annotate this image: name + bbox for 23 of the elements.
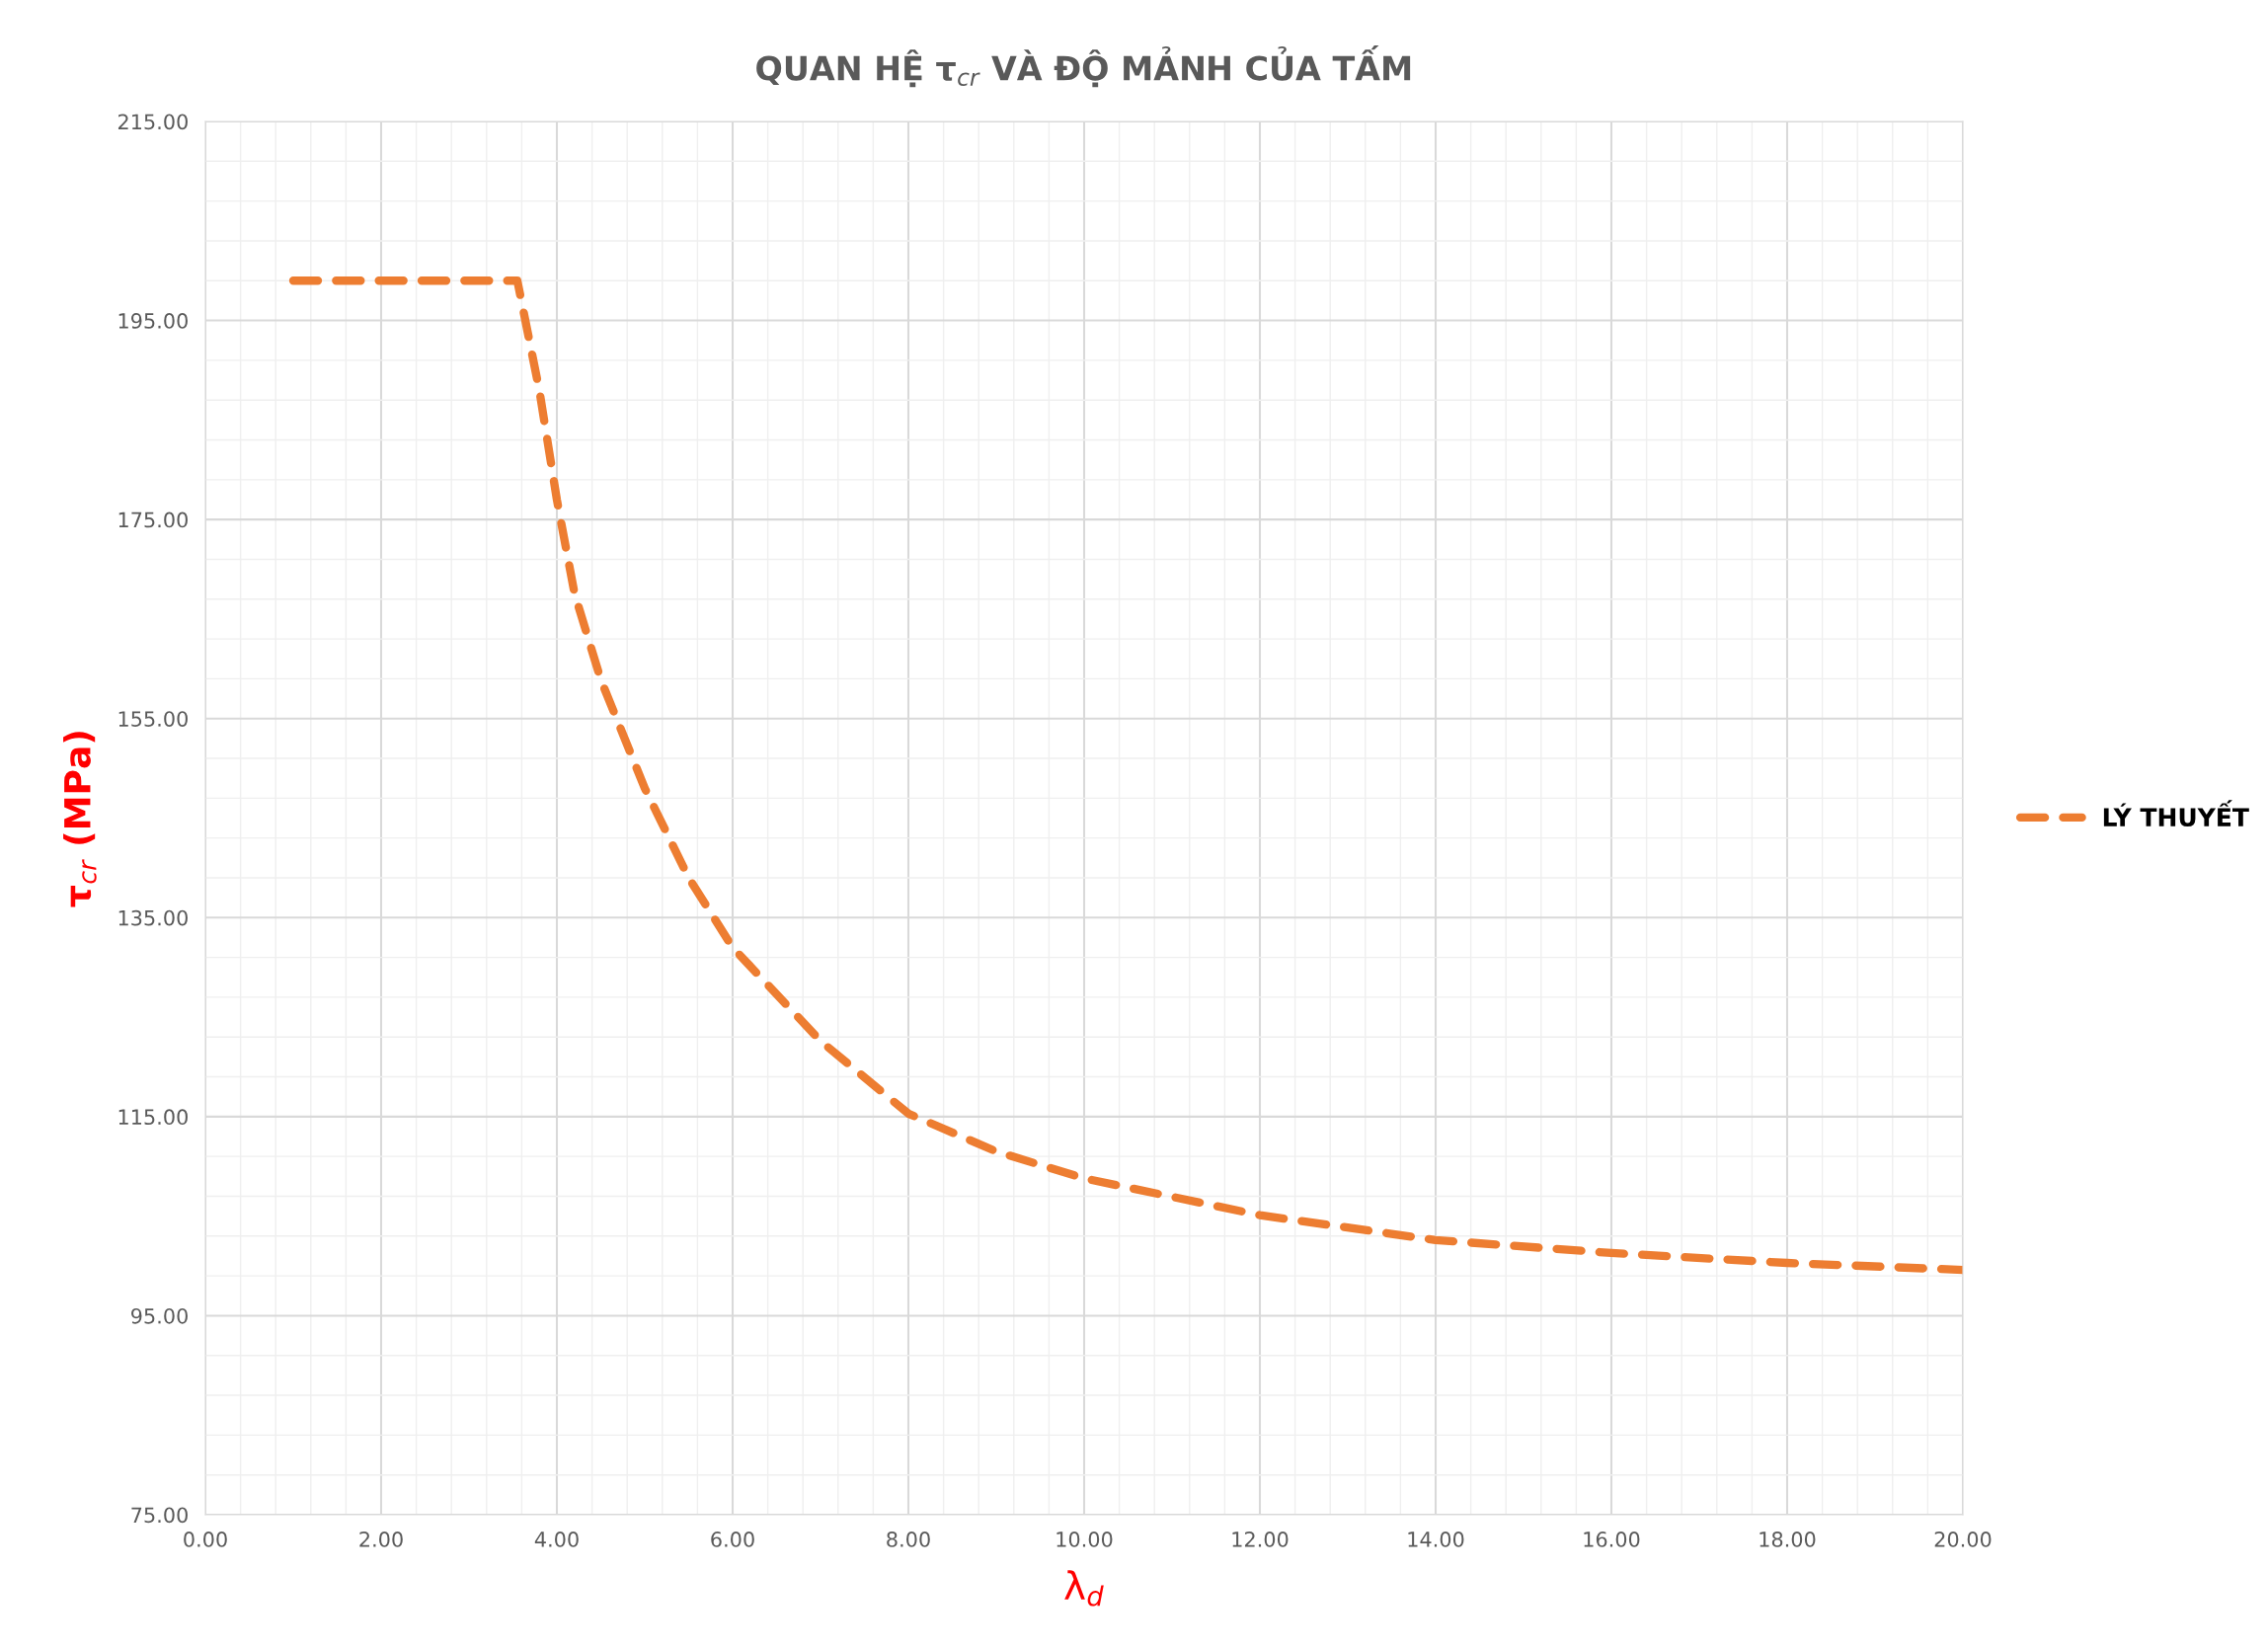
x-tick-label: 20.00: [1934, 1532, 1992, 1547]
x-tick-label: 14.00: [1408, 1532, 1464, 1547]
x-tick-label: 16.00: [1584, 1532, 1640, 1547]
y-tick-label: 115.00: [118, 1109, 188, 1126]
x-tick-label: 12.00: [1232, 1532, 1289, 1547]
x-tick-label: 0.00: [184, 1532, 227, 1547]
chart-title: QUAN HỆ τ$_{cr}$ VÀ ĐỘ MẢNH CỦA TẤM: [756, 45, 1411, 88]
y-axis-title: τ$_{cr}$ (MPa): [63, 732, 97, 907]
x-tick-label: 18.00: [1760, 1532, 1816, 1547]
y-tick-label: 95.00: [131, 1307, 188, 1324]
y-tick-label: 175.00: [118, 511, 188, 528]
y-tick-label: 215.00: [117, 114, 188, 130]
y-tick-label: 195.00: [118, 313, 188, 329]
y-tick-label: 135.00: [118, 909, 188, 926]
x-tick-label: 6.00: [711, 1532, 754, 1547]
y-tick-label: 75.00: [131, 1507, 188, 1524]
y-tick-label: 155.00: [118, 711, 188, 727]
legend-label: LÝ THUYẾT: [2103, 800, 2249, 827]
x-tick-label: 2.00: [359, 1532, 403, 1547]
x-axis-title: λ$_{d}$: [1064, 1570, 1104, 1607]
x-tick-label: 8.00: [887, 1532, 930, 1547]
x-tick-label: 10.00: [1056, 1532, 1113, 1547]
x-tick-label: 4.00: [534, 1532, 579, 1547]
